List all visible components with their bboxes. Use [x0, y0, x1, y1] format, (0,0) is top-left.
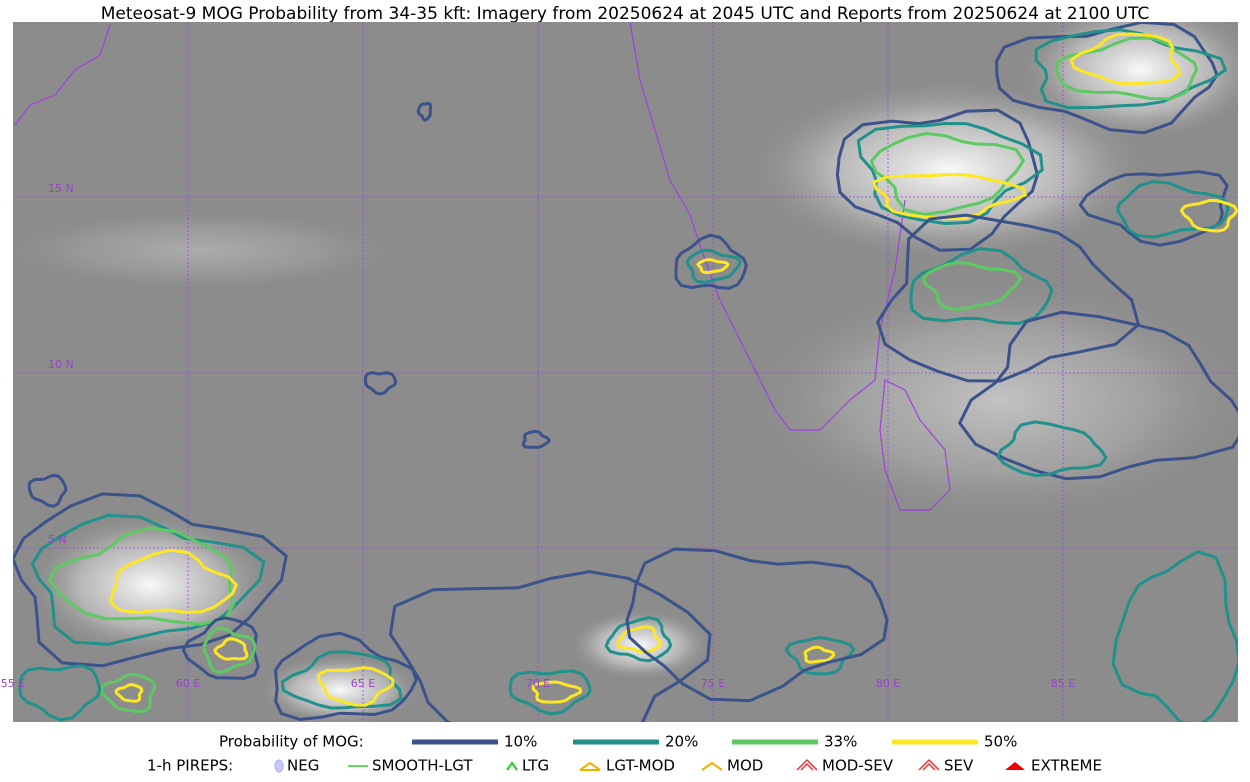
lat-label: 15 N: [48, 182, 74, 195]
pirep-icon: [796, 758, 818, 771]
pirep-icons: [274, 758, 1025, 773]
mog-contour: [1078, 170, 1229, 247]
mog-contour: [1115, 179, 1230, 239]
mog-contour: [803, 645, 836, 664]
mog-contour: [202, 626, 257, 675]
pirep-icon: [701, 761, 723, 771]
pirep-icon: [918, 758, 940, 771]
lat-label: 10 N: [48, 358, 74, 371]
mog-contour: [388, 570, 712, 722]
mog-contour: [625, 547, 889, 703]
pirep-label: SMOOTH-LGT: [372, 757, 473, 775]
mog-contour: [213, 637, 249, 661]
pirep-label: MOD-SEV: [822, 757, 894, 775]
mog-contour: [531, 680, 583, 704]
mog-contour: [1179, 198, 1238, 233]
mog-contour: [508, 669, 592, 716]
pirep-icon: [579, 761, 601, 771]
mog-contour: [30, 513, 266, 646]
mog-contour: [1069, 32, 1182, 86]
lon-label: 70 E: [526, 677, 550, 690]
mog-contour: [869, 131, 1026, 217]
pirep-icon: [274, 759, 284, 773]
mog-contour: [317, 666, 395, 707]
pirep-label: NEG: [287, 757, 319, 775]
mog-contour: [280, 650, 403, 710]
lon-label: 65 E: [351, 677, 375, 690]
mog-contour: [957, 310, 1238, 481]
mog-contour: [521, 429, 551, 449]
pirep-label: LTG: [522, 757, 549, 775]
coastline: [14, 22, 951, 511]
mog-contour: [835, 108, 1039, 252]
mog-contour: [13, 492, 288, 668]
title: Meteosat-9 MOG Probability from 34-35 kf…: [101, 4, 1150, 24]
mog-contour: [1111, 550, 1238, 722]
mog-contour: [784, 636, 856, 676]
map: [13, 22, 1238, 722]
mog-contour: [995, 22, 1219, 135]
grid-labels: 15 N 10 N 5 N 55 E 60 E 65 E 70 E 75 E 80 E 85 E: [1, 182, 1075, 690]
mog-contour: [674, 233, 748, 290]
mog-contour: [108, 548, 239, 614]
mog-contour: [685, 248, 742, 284]
mog-contour: [615, 625, 663, 655]
legend-label: 50%: [984, 733, 1017, 751]
mog-contour: [114, 683, 144, 703]
lon-label: 80 E: [876, 677, 900, 690]
contours: [13, 22, 1238, 722]
legend-label: 10%: [504, 733, 537, 751]
legend-label: 20%: [665, 733, 698, 751]
lon-label: 55 E: [1, 677, 25, 690]
mog-contour: [273, 631, 418, 722]
mog-contour: [909, 247, 1054, 325]
lat-label: 5 N: [48, 533, 67, 546]
pireps-title: 1-h PIREPS:: [147, 757, 233, 775]
pirep-icon: [506, 761, 518, 771]
pirep-label: MOD: [727, 757, 763, 775]
mog-contour: [181, 616, 260, 680]
mog-contour: [416, 101, 433, 122]
mog-contour: [99, 672, 157, 714]
mog-contour: [996, 420, 1108, 478]
lon-label: 75 E: [701, 677, 725, 690]
mog-contour: [921, 260, 1023, 312]
pirep-label: LGT-MOD: [606, 757, 675, 775]
pirep-label: SEV: [944, 757, 974, 775]
mog-contour: [27, 473, 68, 508]
mog-contour: [876, 213, 1141, 383]
legend-title: Probability of MOG:: [219, 733, 364, 751]
mog-contour: [47, 526, 236, 626]
grid: [13, 22, 1238, 722]
mog-contour: [856, 121, 1044, 226]
mog-contour: [1055, 36, 1199, 101]
mog-contour: [364, 371, 398, 396]
legend: Probability of MOG: 1-h PIREPS: 10% 20% 33…: [147, 733, 1102, 775]
legend-label: 33%: [824, 733, 857, 751]
mog-contour: [18, 664, 102, 722]
lon-label: 60 E: [176, 677, 200, 690]
pirep-icon: [1005, 762, 1025, 770]
lon-label: 85 E: [1051, 677, 1075, 690]
mog-contour: [696, 258, 730, 275]
mog-contour: [871, 173, 1028, 221]
pirep-label: EXTREME: [1031, 757, 1102, 775]
